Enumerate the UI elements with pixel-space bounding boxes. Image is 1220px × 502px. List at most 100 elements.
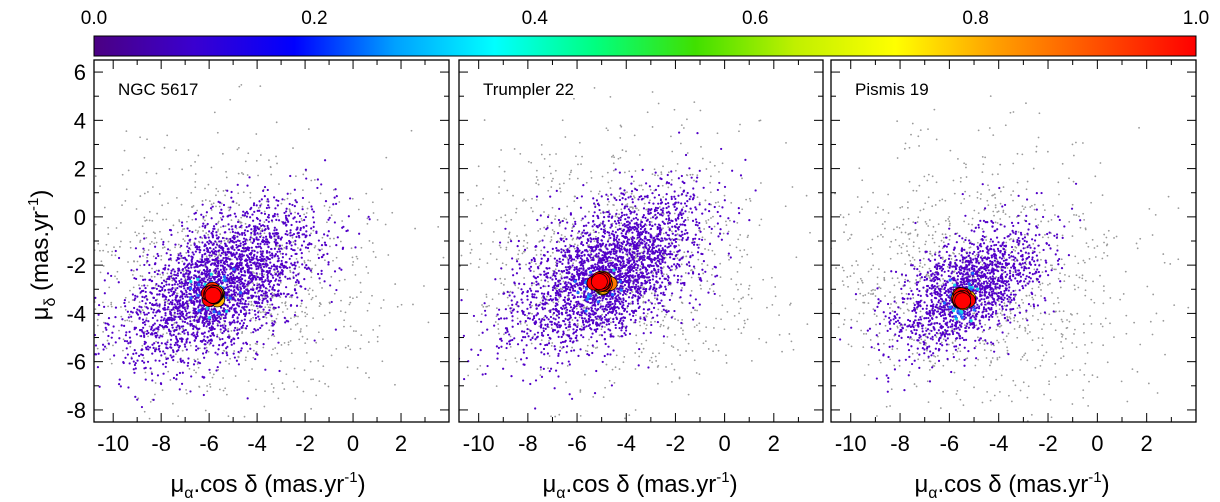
low-probability-point bbox=[214, 271, 217, 275]
field-star-point bbox=[509, 345, 512, 348]
low-probability-point bbox=[278, 244, 282, 248]
field-star-point bbox=[297, 315, 299, 318]
low-probability-point bbox=[203, 376, 206, 379]
field-star-point bbox=[785, 142, 787, 144]
field-star-point bbox=[539, 228, 542, 230]
field-star-point bbox=[194, 161, 196, 163]
low-probability-point bbox=[228, 228, 231, 231]
low-probability-point bbox=[197, 305, 200, 308]
field-star-point bbox=[287, 341, 290, 344]
field-star-point bbox=[263, 210, 266, 213]
low-probability-point bbox=[274, 306, 277, 310]
field-star-point bbox=[94, 223, 97, 226]
field-star-point bbox=[554, 415, 557, 418]
low-probability-point bbox=[195, 349, 198, 352]
low-probability-point bbox=[244, 285, 247, 288]
low-probability-point bbox=[236, 283, 239, 287]
low-probability-point bbox=[198, 251, 201, 254]
low-probability-point bbox=[124, 334, 128, 337]
low-probability-point bbox=[250, 263, 253, 267]
low-probability-point bbox=[264, 294, 267, 297]
field-star-point bbox=[475, 204, 478, 207]
field-star-point bbox=[229, 231, 232, 234]
low-probability-point bbox=[237, 239, 240, 242]
low-probability-point bbox=[184, 310, 187, 313]
low-probability-point bbox=[292, 271, 295, 274]
low-probability-point bbox=[211, 333, 215, 336]
field-star-point bbox=[733, 315, 736, 317]
low-probability-point bbox=[163, 289, 167, 292]
low-probability-point bbox=[294, 281, 298, 284]
field-star-point bbox=[215, 205, 217, 208]
low-probability-point bbox=[201, 352, 205, 355]
field-star-point bbox=[387, 254, 390, 256]
low-probability-point bbox=[273, 196, 276, 199]
field-star-point bbox=[480, 313, 483, 316]
low-probability-point bbox=[208, 273, 211, 276]
field-star-point bbox=[739, 261, 741, 264]
field-star-point bbox=[442, 256, 445, 259]
low-probability-point bbox=[230, 190, 233, 194]
low-probability-point bbox=[258, 301, 261, 305]
low-probability-point bbox=[296, 261, 299, 264]
field-star-point bbox=[83, 138, 85, 140]
low-probability-point bbox=[168, 275, 171, 278]
field-star-point bbox=[207, 233, 210, 236]
mid-probability-point bbox=[217, 311, 221, 315]
field-star-point bbox=[106, 339, 109, 342]
low-probability-point bbox=[231, 314, 235, 317]
field-star-point bbox=[283, 246, 286, 249]
field-star-point bbox=[651, 352, 654, 355]
low-probability-point bbox=[236, 321, 239, 324]
field-star-point bbox=[598, 334, 601, 337]
low-probability-point bbox=[130, 269, 133, 272]
field-star-point bbox=[302, 390, 305, 393]
low-probability-point bbox=[162, 240, 165, 244]
field-star-point bbox=[645, 339, 648, 342]
field-star-point bbox=[695, 324, 698, 327]
field-star-point bbox=[693, 326, 696, 328]
low-probability-point bbox=[259, 266, 263, 269]
low-probability-point bbox=[289, 212, 293, 215]
low-probability-point bbox=[128, 336, 132, 339]
field-star-point bbox=[174, 353, 177, 356]
field-star-point bbox=[539, 368, 542, 371]
low-probability-point bbox=[110, 274, 113, 278]
low-probability-point bbox=[208, 277, 211, 280]
field-star-point bbox=[218, 388, 221, 391]
field-star-point bbox=[732, 297, 735, 300]
field-star-point bbox=[515, 207, 518, 210]
field-star-point bbox=[359, 291, 362, 294]
field-star-point bbox=[467, 374, 470, 377]
field-star-point bbox=[676, 233, 679, 236]
low-probability-point bbox=[256, 226, 259, 229]
field-star-point bbox=[688, 211, 690, 213]
field-star-point bbox=[309, 360, 312, 363]
low-probability-point bbox=[146, 253, 149, 256]
field-star-point bbox=[277, 215, 279, 218]
field-star-point bbox=[221, 152, 224, 155]
field-star-point bbox=[255, 388, 257, 391]
low-probability-point bbox=[262, 236, 265, 239]
low-probability-point bbox=[156, 293, 159, 296]
x-tick-label: -2 bbox=[295, 431, 315, 456]
low-probability-point bbox=[236, 285, 239, 289]
low-probability-point bbox=[150, 279, 154, 283]
field-star-point bbox=[469, 230, 472, 232]
low-probability-point bbox=[246, 184, 249, 187]
field-star-point bbox=[266, 303, 269, 306]
low-probability-point bbox=[320, 269, 323, 272]
field-star-point bbox=[666, 335, 669, 338]
low-probability-point bbox=[265, 259, 268, 262]
low-probability-point bbox=[189, 323, 193, 326]
field-star-point bbox=[717, 201, 720, 204]
x-tick-label: -6 bbox=[199, 431, 219, 456]
low-probability-point bbox=[161, 295, 164, 298]
field-star-point bbox=[538, 264, 541, 267]
low-probability-point bbox=[240, 325, 243, 329]
field-star-point bbox=[197, 154, 200, 157]
field-star-point bbox=[107, 251, 109, 253]
field-star-point bbox=[128, 301, 130, 304]
low-probability-point bbox=[267, 227, 270, 230]
colorbar-ticks: 0.0 0.2 0.4 0.6 0.8 1.0 bbox=[81, 8, 1209, 29]
